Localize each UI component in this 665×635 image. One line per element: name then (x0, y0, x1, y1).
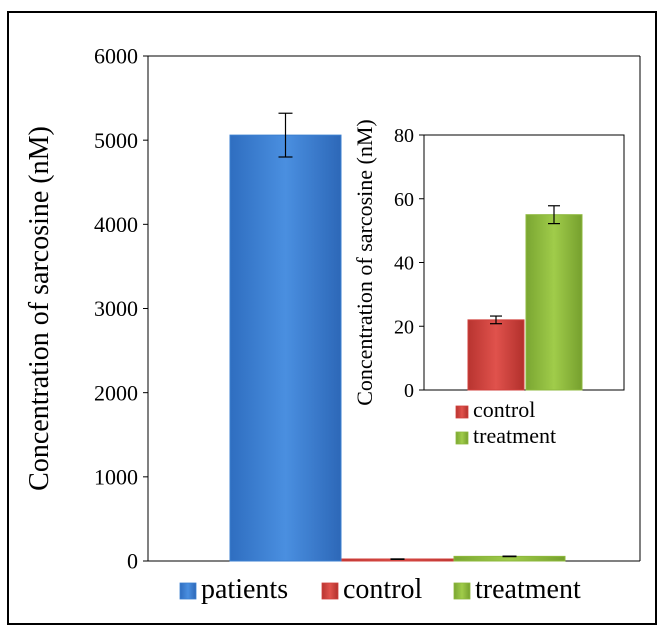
inset-chart: 0 20 40 60 80 Concentration of sarcosine (nM)… (352, 119, 625, 448)
inset-y-tick-label: 40 (394, 253, 414, 275)
main-legend-label-treatment: treatment (475, 574, 581, 605)
main-legend-label-patients: patients (201, 574, 288, 605)
inset-bar-treatment (525, 214, 583, 391)
inset-legend-swatch-control (455, 405, 469, 419)
inset-legend-swatch-treatment (455, 431, 469, 445)
main-legend-swatch-treatment (453, 582, 471, 600)
inset-y-axis-title: Concentration of sarcosine (nM) (352, 119, 377, 406)
main-y-axis-title: Concentration of sarcosine (nM) (24, 126, 55, 491)
inset-y-tick-label: 80 (394, 125, 414, 147)
inset-legend-label-treatment: treatment (473, 423, 556, 448)
inset-bar-control (467, 319, 525, 391)
main-y-tick-label: 3000 (94, 296, 138, 321)
inset-y-tick-label: 20 (394, 316, 414, 338)
main-y-tick-label: 5000 (94, 128, 138, 153)
main-chart: 0 1000 2000 3000 4000 5000 6000 Concentration o… (24, 44, 641, 605)
main-legend-swatch-patients (179, 582, 197, 600)
main-y-tick-label: 6000 (94, 44, 138, 69)
main-legend-swatch-control (321, 582, 339, 600)
inset-legend-label-control: control (473, 397, 535, 422)
main-bar-patients (229, 134, 342, 562)
inset-y-tick-label: 0 (404, 380, 414, 402)
main-y-tick-label: 4000 (94, 212, 138, 237)
main-legend-label-control: control (343, 574, 423, 605)
main-y-tick-label: 0 (127, 549, 138, 574)
main-y-tick-label: 2000 (94, 380, 138, 405)
inset-y-tick-label: 60 (394, 189, 414, 211)
main-y-tick-label: 1000 (94, 465, 138, 490)
